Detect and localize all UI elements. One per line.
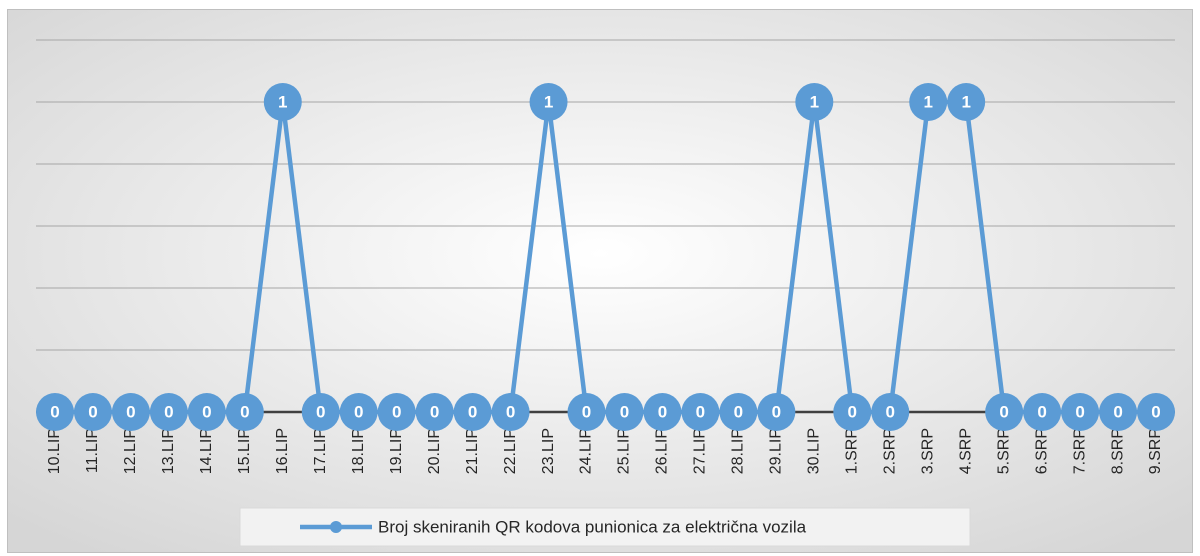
marker — [909, 83, 948, 121]
x-tick-label: 4.SRP — [957, 428, 974, 474]
marker — [681, 393, 720, 431]
data-label: 0 — [582, 402, 591, 421]
data-label: 0 — [468, 402, 477, 421]
data-label: 0 — [772, 402, 781, 421]
marker — [339, 393, 378, 431]
marker — [1137, 393, 1176, 431]
data-label: 0 — [886, 402, 895, 421]
x-tick-label: 21.LIP — [464, 428, 481, 474]
x-tick-label: 17.LIP — [312, 428, 329, 474]
x-tick-label: 28.LIP — [730, 428, 747, 474]
x-tick-label: 10.LIP — [46, 428, 63, 474]
marker — [757, 393, 796, 431]
marker — [1099, 393, 1138, 431]
marker — [1023, 393, 1062, 431]
marker — [415, 393, 454, 431]
x-tick-label: 18.LIP — [350, 428, 367, 474]
marker — [643, 393, 682, 431]
marker — [453, 393, 492, 431]
data-label: 1 — [544, 92, 553, 111]
x-tick-label: 11.LIP — [84, 428, 101, 473]
data-label: 0 — [316, 402, 325, 421]
data-label: 1 — [923, 92, 932, 111]
data-label: 0 — [164, 402, 173, 421]
x-tick-label: 7.SRP — [1071, 428, 1088, 474]
marker — [187, 393, 226, 431]
marker — [567, 393, 606, 431]
data-label: 1 — [278, 92, 287, 111]
data-label: 0 — [1151, 402, 1160, 421]
marker — [301, 393, 340, 431]
x-tick-label: 30.LIP — [806, 428, 823, 474]
marker — [149, 393, 188, 431]
data-label: 0 — [734, 402, 743, 421]
marker — [377, 393, 416, 431]
data-label: 0 — [1075, 402, 1084, 421]
x-tick-label: 22.LIP — [502, 428, 519, 474]
x-tick-label: 26.LIP — [654, 428, 671, 474]
data-label: 1 — [961, 92, 970, 111]
marker — [1061, 393, 1100, 431]
marker — [111, 393, 150, 431]
x-tick-label: 5.SRP — [995, 428, 1012, 474]
data-label: 0 — [506, 402, 515, 421]
data-label: 0 — [999, 402, 1008, 421]
x-tick-label: 6.SRP — [1033, 428, 1050, 474]
marker — [985, 393, 1024, 431]
marker — [605, 393, 644, 431]
x-tick-label: 20.LIP — [426, 428, 443, 474]
x-tick-label: 19.LIP — [388, 428, 405, 474]
marker — [719, 393, 758, 431]
data-label: 0 — [658, 402, 667, 421]
chart-area — [7, 9, 1193, 553]
data-label: 0 — [392, 402, 401, 421]
marker — [73, 393, 112, 431]
x-tick-label: 24.LIP — [578, 428, 595, 474]
data-label: 0 — [430, 402, 439, 421]
x-tick-label: 25.LIP — [616, 428, 633, 474]
marker — [225, 393, 264, 431]
marker — [795, 83, 834, 121]
x-tick-label: 23.LIP — [540, 428, 557, 474]
x-tick-label: 8.SRP — [1109, 428, 1126, 474]
marker — [491, 393, 530, 431]
data-label: 0 — [88, 402, 97, 421]
x-tick-label: 12.LIP — [122, 428, 139, 474]
data-label: 0 — [1113, 402, 1122, 421]
marker — [529, 83, 568, 121]
marker — [947, 83, 986, 121]
marker — [263, 83, 302, 121]
x-tick-label: 9.SRP — [1147, 428, 1164, 474]
marker — [871, 393, 910, 431]
data-label: 0 — [354, 402, 363, 421]
x-tick-label: 29.LIP — [768, 428, 785, 474]
x-tick-label: 13.LIP — [160, 428, 177, 474]
data-label: 0 — [126, 402, 135, 421]
x-tick-label: 2.SRP — [881, 428, 898, 474]
data-label: 0 — [1037, 402, 1046, 421]
data-label: 0 — [50, 402, 59, 421]
x-tick-label: 1.SRP — [844, 428, 861, 474]
data-label: 0 — [696, 402, 705, 421]
marker — [833, 393, 872, 431]
x-tick-label: 27.LIP — [692, 428, 709, 474]
x-tick-label: 14.LIP — [198, 428, 215, 474]
legend-marker — [330, 521, 342, 533]
x-tick-label: 15.LIP — [236, 428, 253, 474]
x-tick-label: 3.SRP — [919, 428, 936, 474]
data-label: 1 — [810, 92, 819, 111]
legend-label: Broj skeniranih QR kodova punionica za e… — [378, 517, 807, 536]
data-label: 0 — [240, 402, 249, 421]
x-tick-label: 16.LIP — [274, 428, 291, 474]
data-label: 0 — [202, 402, 211, 421]
data-label: 0 — [848, 402, 857, 421]
marker — [35, 393, 74, 431]
data-label: 0 — [620, 402, 629, 421]
